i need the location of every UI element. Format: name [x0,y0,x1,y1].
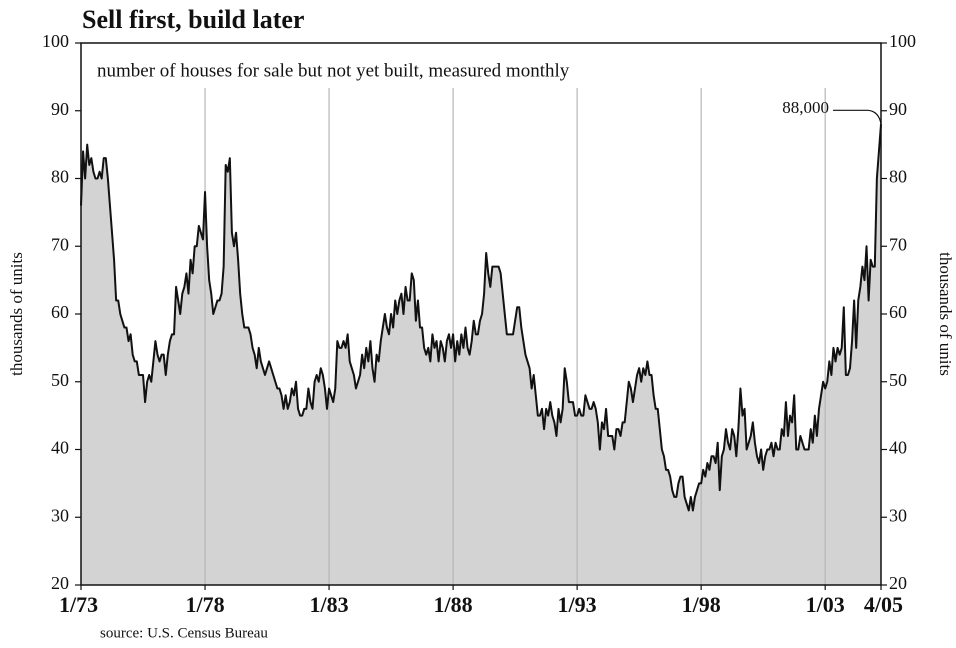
y-tick-label: 80 [51,167,69,187]
y2-tick-label: 80 [889,167,907,187]
y2-tick-label: 60 [889,302,907,322]
x-tick-label: 1/78 [185,592,224,617]
y2-tick-label: 70 [889,234,907,254]
x-tick-label: 1/93 [558,592,597,617]
y-axis-label: thousands of units [7,252,26,376]
y-tick-label: 30 [51,505,69,525]
line [80,124,882,512]
chart-title: Sell first, build later [82,5,304,34]
y-tick-label: 60 [51,302,69,322]
area [81,124,881,586]
y2-tick-label: 40 [889,438,907,458]
y2-tick-label: 50 [889,370,907,390]
y2-axis-label: thousands of units [936,252,955,376]
y-tick-label: 40 [51,438,69,458]
y-tick-label: 90 [51,99,69,119]
chart-subtitle: number of houses for sale but not yet bu… [97,60,570,81]
annotation: 88,000 [782,98,829,117]
annotation-connector [833,109,882,125]
plot-area [80,88,882,586]
x-tick-label: 4/05 [864,592,903,617]
y-tick-label: 20 [51,573,69,593]
y-tick-label: 50 [51,370,69,390]
x-tick-label: 1/03 [806,592,845,617]
y2-tick-label: 90 [889,99,907,119]
y-tick-label: 70 [51,234,69,254]
y2-tick-label: 30 [889,505,907,525]
y-tick-label: 100 [42,31,69,51]
x-tick-label: 1/98 [682,592,721,617]
y2-tick-label: 20 [889,573,907,593]
x-tick-label: 1/73 [59,592,98,617]
x-tick-label: 1/83 [309,592,348,617]
x-tick-label: 1/88 [434,592,473,617]
source-note: source: U.S. Census Bureau [100,625,268,641]
y2-tick-label: 100 [889,31,916,51]
